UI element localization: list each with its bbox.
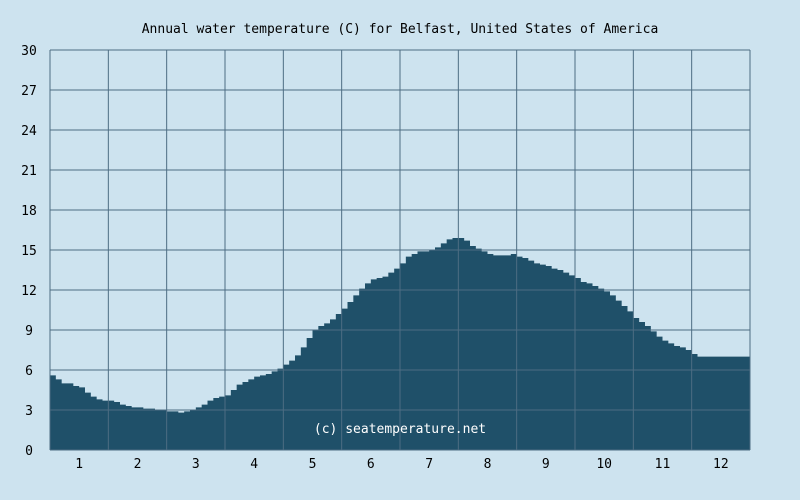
x-tick-label: 8 <box>484 457 492 472</box>
watermark: (c) seatemperature.net <box>314 422 486 437</box>
x-tick-label: 2 <box>134 457 142 472</box>
y-tick-label: 18 <box>21 204 37 219</box>
x-tick-label: 3 <box>192 457 200 472</box>
y-tick-label: 30 <box>21 44 37 59</box>
x-tick-label: 12 <box>713 457 729 472</box>
y-tick-label: 12 <box>21 284 37 299</box>
y-tick-label: 24 <box>21 124 37 139</box>
x-tick-label: 6 <box>367 457 375 472</box>
chart-title: Annual water temperature (C) for Belfast… <box>142 22 659 37</box>
x-tick-label: 7 <box>425 457 433 472</box>
x-tick-label: 1 <box>75 457 83 472</box>
x-tick-label: 9 <box>542 457 550 472</box>
y-tick-label: 3 <box>25 404 33 419</box>
y-tick-label: 15 <box>21 244 37 259</box>
x-axis: 1 2 3 4 5 6 7 8 9 10 11 12 <box>75 457 728 472</box>
y-axis: 0 3 6 9 12 15 18 21 24 27 30 <box>21 44 37 459</box>
y-tick-label: 9 <box>25 324 33 339</box>
x-tick-label: 10 <box>596 457 612 472</box>
grid-layer <box>49 49 751 451</box>
x-tick-label: 4 <box>250 457 258 472</box>
y-tick-label: 6 <box>25 364 33 379</box>
y-tick-label: 27 <box>21 84 37 99</box>
x-tick-label: 5 <box>309 457 317 472</box>
x-tick-label: 11 <box>655 457 671 472</box>
y-tick-label: 0 <box>25 444 33 459</box>
y-tick-label: 21 <box>21 164 37 179</box>
